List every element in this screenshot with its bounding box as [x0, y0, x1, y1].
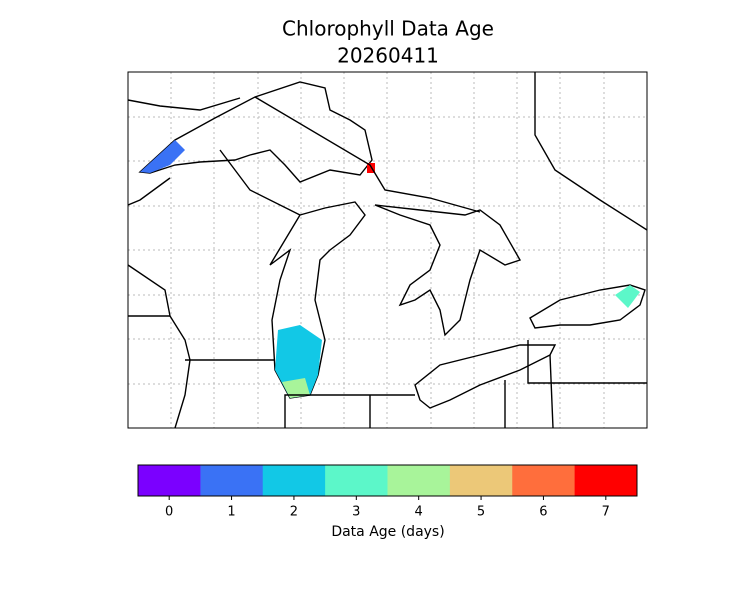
- lake-michigan: [269, 201, 366, 399]
- lake-superior: [138, 81, 373, 183]
- lake-huron: [374, 204, 522, 337]
- colorbar-label: Data Age (days): [331, 524, 444, 540]
- graticule: [128, 72, 647, 428]
- colorbar: 0 1 2 3 4 5 6 7: [137, 464, 638, 520]
- colorbar-segment: [200, 465, 264, 496]
- colorbar-frame: [137, 464, 638, 497]
- lake-michigan-patch: [282, 378, 310, 398]
- subtitle: 20260411: [337, 44, 439, 68]
- colorbar-tick-label: 6: [539, 505, 547, 520]
- border: [527, 340, 647, 384]
- title: Chlorophyll Data Age: [282, 17, 494, 41]
- border: [284, 394, 415, 428]
- lake-ontario-patch: [615, 285, 640, 308]
- colorbar-tick-label: 3: [352, 505, 360, 520]
- colorbar-segment: [262, 465, 326, 496]
- shore: [219, 149, 301, 216]
- border: [127, 264, 191, 429]
- colorbar-tick-label: 4: [415, 505, 423, 520]
- colorbar-segment: [325, 465, 388, 496]
- colorbar-segment: [387, 465, 451, 496]
- colorbar-tick-label: 2: [290, 505, 298, 520]
- colorbar-tick-label: 5: [477, 505, 485, 520]
- lakes: [138, 81, 646, 409]
- border: [534, 72, 648, 231]
- border: [254, 96, 481, 213]
- colorbar-segment: [574, 465, 638, 496]
- colorbar-segment: [138, 465, 201, 496]
- border: [549, 354, 554, 429]
- colorbar-tick-label: 0: [165, 505, 173, 520]
- colorbar-tick-label: 1: [227, 505, 235, 520]
- lake-ontario: [529, 284, 646, 329]
- colorbar-segment: [512, 465, 576, 496]
- colorbar-segment: [449, 465, 513, 496]
- lake-michigan-patch: [275, 325, 322, 398]
- lake-erie: [414, 344, 557, 409]
- lake-superior-patch: [140, 140, 185, 173]
- borders: [127, 72, 648, 429]
- map-frame: [127, 71, 648, 429]
- border: [127, 177, 171, 206]
- border: [127, 97, 241, 111]
- map: [127, 71, 648, 429]
- colorbar-tick-label: 7: [602, 505, 610, 520]
